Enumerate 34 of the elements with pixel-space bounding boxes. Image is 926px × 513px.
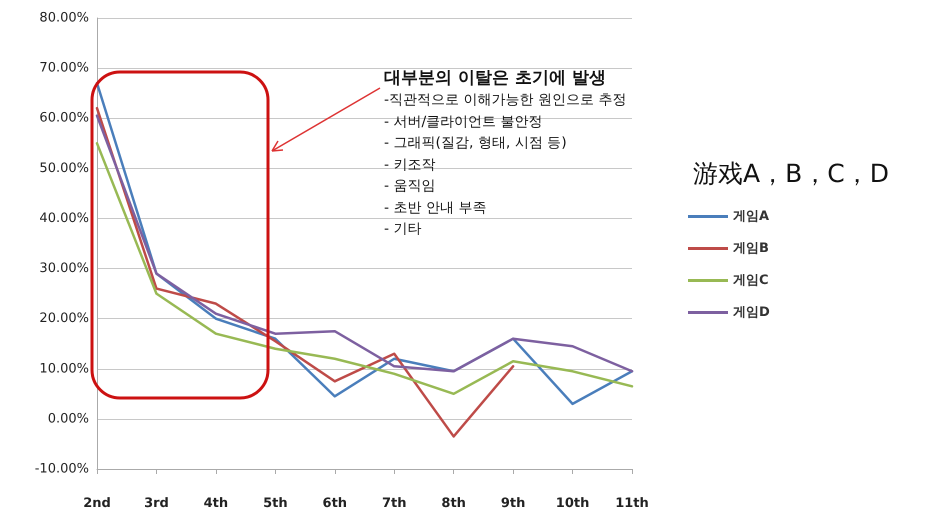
x-tick-label: 5th: [263, 496, 288, 511]
annotation: - 움직임: [384, 177, 437, 196]
y-tick-label: 20.00%: [39, 311, 89, 326]
y-tick-label: -10.00%: [34, 462, 89, 476]
legend-label: 게임D: [733, 305, 770, 320]
annotation: - 그래픽(질감, 형태, 시점 등): [384, 134, 568, 153]
annotation: - 키조작: [384, 156, 437, 174]
legend-label: 게임C: [733, 273, 769, 288]
annotation: - 서버/클라이언트 불안정: [384, 112, 544, 132]
y-tick-label: 0.00%: [48, 411, 89, 426]
annotation: - 초반 안내 부족: [384, 198, 488, 218]
legend-label: 게임B: [733, 241, 769, 256]
legend-title: 游戏A，B，C，D: [693, 158, 889, 190]
x-tick-label: 9th: [500, 496, 526, 511]
line-series: [96, 114, 634, 373]
y-tick-label: 40.00%: [39, 210, 89, 226]
legend-label: 게임A: [733, 209, 770, 224]
x-tick-label: 8th: [441, 496, 466, 511]
annotation: -직관적으로 이해가능한 원인으로 추정: [384, 91, 626, 110]
x-tick-label: 11th: [615, 496, 649, 511]
y-tick-label: 60.00%: [39, 110, 89, 126]
y-tick-label: 80.00%: [39, 10, 89, 26]
x-tick-label: 2nd: [83, 496, 111, 511]
annotation: - 기타: [384, 220, 423, 239]
x-tick-label: 6th: [322, 496, 348, 511]
x-tick-label: 10th: [556, 496, 590, 511]
x-tick-label: 7th: [382, 496, 406, 511]
y-tick-label: 70.00%: [39, 60, 89, 76]
x-tick-label: 3rd: [144, 496, 169, 511]
y-tick-label: 50.00%: [39, 160, 89, 176]
y-tick-label: 10.00%: [39, 361, 89, 376]
y-tick-label: 30.00%: [39, 261, 89, 276]
x-tick-label: 4th: [204, 496, 228, 511]
annotation: 대부분의 이탈은 초기에 발생: [384, 67, 607, 90]
